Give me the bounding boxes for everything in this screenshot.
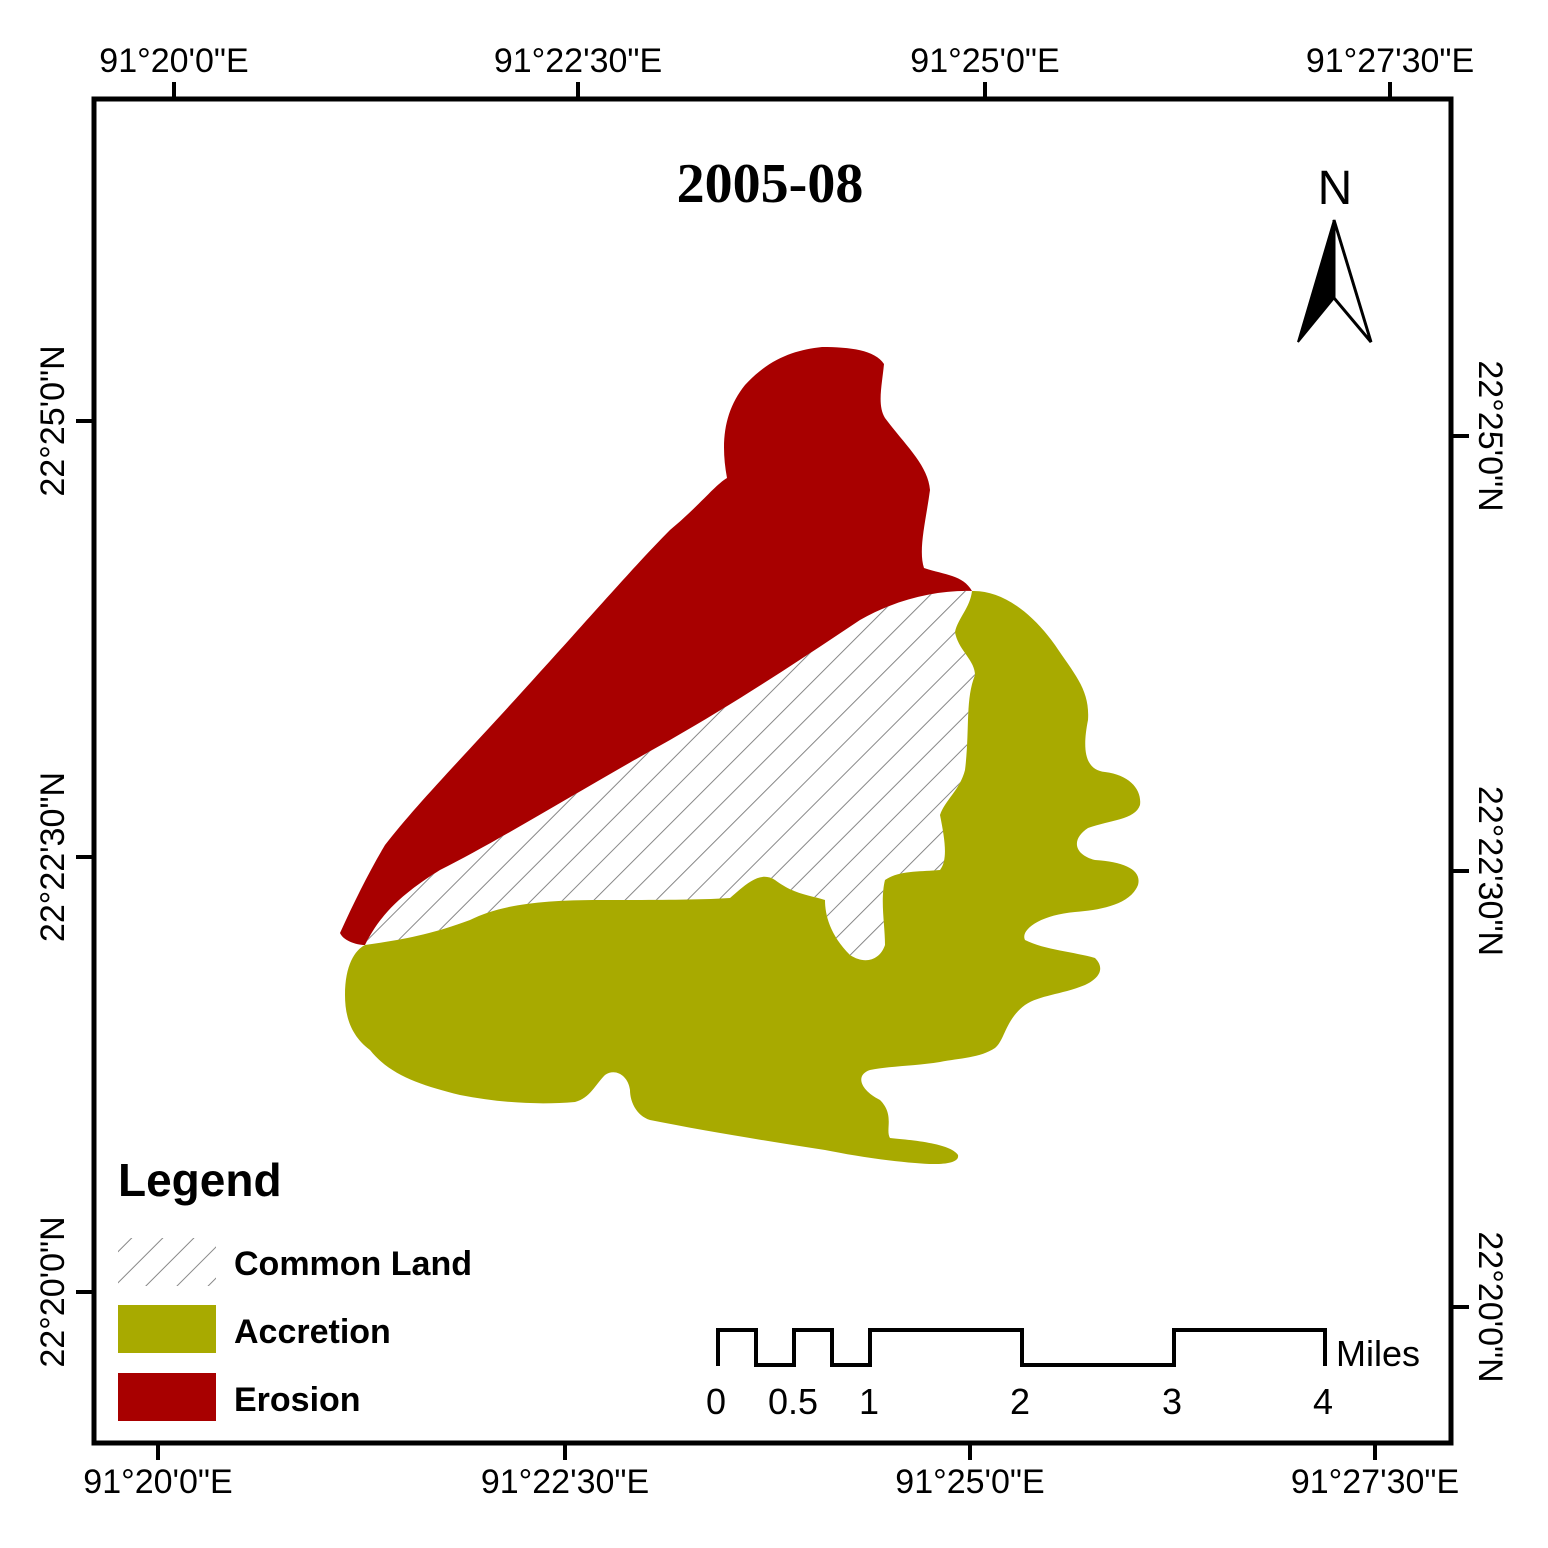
legend: Legend Common Land Accretion Erosion: [118, 1154, 472, 1421]
right-axis-label: 22°25'0"N: [1471, 360, 1509, 511]
right-axis-label: 22°22'30"N: [1471, 786, 1509, 956]
common-land-region: [365, 590, 975, 961]
left-axis-label: 22°20'0"N: [34, 1216, 72, 1367]
accretion-region: [345, 590, 1141, 1165]
legend-title: Legend: [118, 1154, 282, 1206]
left-axis-label: 22°25'0"N: [34, 345, 72, 496]
top-ticks: [172, 82, 1392, 99]
bottom-axis-label: 91°25'0"E: [895, 1463, 1044, 1501]
bottom-axis-label: 91°22'30"E: [481, 1463, 649, 1501]
bottom-ticks: [156, 1443, 1377, 1460]
map-title: 2005-08: [677, 153, 864, 215]
scale-label: 0: [706, 1381, 726, 1422]
scale-label: 2: [1010, 1381, 1030, 1422]
right-ticks: [1451, 434, 1469, 1309]
bottom-axis-label: 91°20'0"E: [83, 1463, 232, 1501]
left-ticks: [76, 419, 94, 1294]
bottom-axis-label: 91°27'30"E: [1291, 1463, 1459, 1501]
right-axis-label: 22°20'0"N: [1471, 1231, 1509, 1382]
scale-unit: Miles: [1336, 1333, 1420, 1374]
scale-bar: Miles 0 0.5 1 2 3 4: [706, 1328, 1420, 1422]
top-axis-label: 91°27'30"E: [1306, 42, 1474, 80]
legend-label-accretion: Accretion: [234, 1313, 391, 1351]
scale-label: 0.5: [768, 1381, 818, 1422]
legend-label-erosion: Erosion: [234, 1381, 361, 1419]
top-axis-label: 91°25'0"E: [910, 42, 1059, 80]
legend-swatch-erosion: [118, 1373, 216, 1421]
scale-label: 4: [1313, 1381, 1333, 1422]
left-axis-label: 22°22'30"N: [34, 772, 72, 942]
legend-swatch-accretion: [118, 1305, 216, 1353]
top-axis-label: 91°22'30"E: [494, 42, 662, 80]
map-frame: [91, 96, 1454, 1446]
scale-label: 3: [1162, 1381, 1182, 1422]
legend-label-common-land: Common Land: [234, 1245, 472, 1283]
legend-swatch-common-land: [118, 1238, 216, 1286]
north-label: N: [1318, 162, 1353, 215]
erosion-region: [340, 347, 972, 945]
scale-label: 1: [859, 1381, 879, 1422]
top-axis-label: 91°20'0"E: [99, 42, 248, 80]
north-arrow-icon: N: [1297, 162, 1373, 343]
